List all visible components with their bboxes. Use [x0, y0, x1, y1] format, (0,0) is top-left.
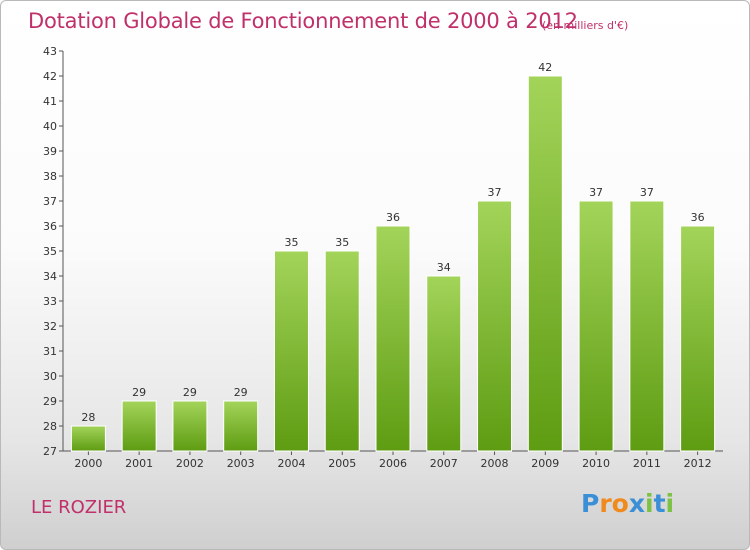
y-tick-label: 31 [43, 345, 57, 358]
y-tick-label: 36 [43, 220, 57, 233]
x-tick-label: 2004 [277, 457, 305, 470]
x-tick-label: 2008 [481, 457, 509, 470]
y-tick-label: 28 [43, 420, 57, 433]
x-tick-label: 2005 [328, 457, 356, 470]
logo-letter: i [665, 489, 675, 518]
bar-2005 [324, 250, 360, 452]
bar-2004 [273, 250, 309, 452]
y-tick-label: 35 [43, 245, 57, 258]
commune-name: LE ROZIER [31, 497, 127, 518]
x-tick-label: 2011 [633, 457, 661, 470]
chart-bars: 28 29 29 29 35 35 36 34 37 42 37 37 36 [70, 61, 716, 452]
bar-2009 [527, 75, 563, 452]
bar-value-label: 29 [234, 386, 248, 399]
bar-2006 [375, 225, 411, 452]
bar-value-label: 36 [691, 211, 705, 224]
bar-2001 [121, 400, 157, 452]
x-tick-label: 2000 [74, 457, 102, 470]
bar-value-label: 36 [386, 211, 400, 224]
y-tick-label: 32 [43, 320, 57, 333]
y-tick-label: 33 [43, 295, 57, 308]
x-tick-label: 2003 [227, 457, 255, 470]
bar-2007 [426, 275, 462, 452]
bar-value-label: 29 [132, 386, 146, 399]
y-tick-label: 38 [43, 170, 57, 183]
y-tick-label: 30 [43, 370, 57, 383]
y-tick-label: 27 [43, 445, 57, 458]
chart-subtitle: (en milliers d'€) [542, 19, 629, 32]
bar-value-label: 42 [538, 61, 552, 74]
y-tick-label: 43 [43, 45, 57, 58]
y-tick-label: 42 [43, 70, 57, 83]
logo-letter: i [645, 489, 654, 518]
bar-2002 [172, 400, 208, 452]
y-tick-label: 34 [43, 270, 57, 283]
logo-letter: r [599, 489, 612, 518]
logo-letter: x [628, 489, 645, 518]
bar-value-label: 37 [640, 186, 654, 199]
bar-2011 [629, 200, 665, 452]
logo-letter: t [653, 489, 666, 518]
x-tick-label: 2010 [582, 457, 610, 470]
x-tick-label: 2012 [684, 457, 712, 470]
proxiti-logo: Proxiti [581, 489, 674, 518]
bar-2003 [223, 400, 259, 452]
y-tick-label: 29 [43, 395, 57, 408]
bar-value-label: 35 [284, 236, 298, 249]
y-tick-label: 41 [43, 95, 57, 108]
x-tick-label: 2002 [176, 457, 204, 470]
bar-2012 [680, 225, 716, 452]
x-tick-label: 2001 [125, 457, 153, 470]
bar-value-label: 37 [488, 186, 502, 199]
chart-axes: 27 28 29 30 31 32 33 34 35 36 37 38 39 40 41 42 43 2000 20… [43, 45, 723, 470]
y-tick-label: 37 [43, 195, 57, 208]
logo-letter: o [611, 489, 629, 518]
bar-2010 [578, 200, 614, 452]
bar-value-label: 34 [437, 261, 451, 274]
bar-2008 [477, 200, 513, 452]
bar-2000 [70, 425, 106, 452]
y-tick-label: 39 [43, 145, 57, 158]
chart-title: Dotation Globale de Fonctionnement de 20… [28, 9, 578, 33]
x-tick-label: 2006 [379, 457, 407, 470]
logo-letter: P [581, 489, 600, 518]
x-tick-label: 2009 [531, 457, 559, 470]
bar-value-label: 37 [589, 186, 603, 199]
bar-value-label: 35 [335, 236, 349, 249]
y-tick-label: 40 [43, 120, 57, 133]
bar-value-label: 28 [81, 411, 95, 424]
x-tick-label: 2007 [430, 457, 458, 470]
bar-value-label: 29 [183, 386, 197, 399]
